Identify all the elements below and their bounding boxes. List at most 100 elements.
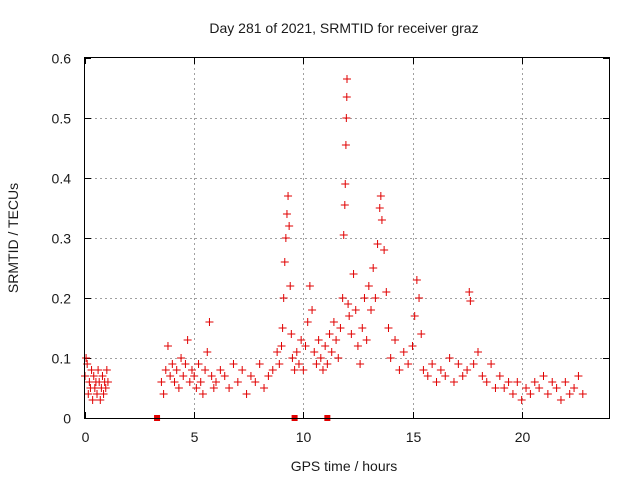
- x-tick-label: 10: [296, 429, 312, 445]
- data-point: [513, 378, 522, 386]
- data-point: [353, 342, 362, 350]
- data-point: [170, 378, 179, 386]
- data-point: [522, 384, 531, 392]
- grid: [85, 58, 609, 418]
- data-point: [478, 372, 487, 380]
- data-point: [399, 348, 408, 356]
- data-point: [220, 372, 229, 380]
- data-point: [369, 264, 378, 272]
- data-point: [432, 378, 441, 386]
- data-point: [428, 360, 437, 368]
- y-tick-label: 0.3: [52, 231, 72, 247]
- data-point: [166, 372, 175, 380]
- data-point: [157, 378, 166, 386]
- data-point: [578, 390, 587, 398]
- data-point: [94, 366, 103, 374]
- data-point: [332, 336, 341, 344]
- data-point: [286, 282, 295, 290]
- data-point: [198, 390, 207, 398]
- data-point: [325, 330, 334, 338]
- data-point: [161, 366, 170, 374]
- data-point: [301, 342, 310, 350]
- data-point: [314, 336, 323, 344]
- data-point: [163, 342, 172, 350]
- data-point: [349, 270, 358, 278]
- data-point: [268, 366, 277, 374]
- data-point: [574, 372, 583, 380]
- plot-frame: [84, 57, 610, 419]
- data-point: [185, 378, 194, 386]
- data-point: [552, 384, 561, 392]
- data-point: [275, 360, 284, 368]
- data-point: [345, 312, 354, 320]
- data-point: [449, 378, 458, 386]
- data-point: [278, 324, 287, 332]
- data-point: [343, 75, 351, 83]
- data-point: [101, 384, 110, 392]
- data-point: [207, 372, 216, 380]
- data-point: [376, 192, 385, 200]
- data-point: [288, 354, 297, 362]
- data-point: [285, 222, 294, 230]
- data-point: [548, 378, 557, 386]
- data-point: [347, 330, 356, 338]
- data-point: [201, 366, 210, 374]
- x-tick-label: 0: [82, 429, 90, 445]
- data-point: [367, 306, 376, 314]
- data-point: [310, 348, 319, 356]
- data-point: [212, 378, 220, 386]
- data-point: [380, 246, 389, 254]
- data-point: [159, 390, 168, 398]
- data-point: [469, 360, 478, 368]
- data-point: [299, 366, 308, 374]
- y-tick-label: 0.6: [52, 51, 72, 67]
- data-point: [415, 294, 424, 302]
- data-point: [344, 300, 353, 308]
- y-tick-label: 0.2: [52, 291, 72, 307]
- data-point: [183, 336, 192, 344]
- data-point: [316, 354, 325, 362]
- data-point: [530, 378, 539, 386]
- chart-title: Day 281 of 2021, SRMTID for receiver gra…: [209, 20, 478, 36]
- data-point: [491, 384, 500, 392]
- x-tick-label: 5: [191, 429, 199, 445]
- data-point: [556, 396, 565, 404]
- data-point: [321, 342, 330, 350]
- data-point: [360, 294, 369, 302]
- data-point: [570, 384, 579, 392]
- data-point: [177, 354, 186, 362]
- data-point: [362, 336, 371, 344]
- data-point: [297, 336, 306, 344]
- data-point: [371, 294, 380, 302]
- data-point: [102, 366, 111, 374]
- data-point: [408, 342, 417, 350]
- data-point: [329, 318, 338, 326]
- data-point: [181, 360, 190, 368]
- data-point: [260, 384, 269, 392]
- data-point: [504, 378, 513, 386]
- data-point: [312, 360, 321, 368]
- data-point: [318, 366, 327, 374]
- data-point: [423, 372, 432, 380]
- data-point: [255, 360, 264, 368]
- data-point: [339, 231, 348, 239]
- data-point: [458, 372, 467, 380]
- data-point: [395, 366, 404, 374]
- data-point: [404, 360, 413, 368]
- data-point: [168, 360, 177, 368]
- data-point: [203, 348, 212, 356]
- data-point: [98, 372, 107, 380]
- data-point: [377, 216, 386, 224]
- data-point: [225, 384, 234, 392]
- data-point: [500, 384, 509, 392]
- data-point: [565, 390, 574, 398]
- y-tick-label: 0.5: [52, 111, 72, 127]
- data-point: [358, 324, 367, 332]
- data-point: [412, 276, 421, 284]
- data-point: [194, 360, 203, 368]
- data-point: [209, 384, 218, 392]
- data-point: [341, 141, 350, 149]
- data-point: [287, 330, 296, 338]
- data-point: [251, 378, 260, 386]
- data-point: [436, 366, 445, 374]
